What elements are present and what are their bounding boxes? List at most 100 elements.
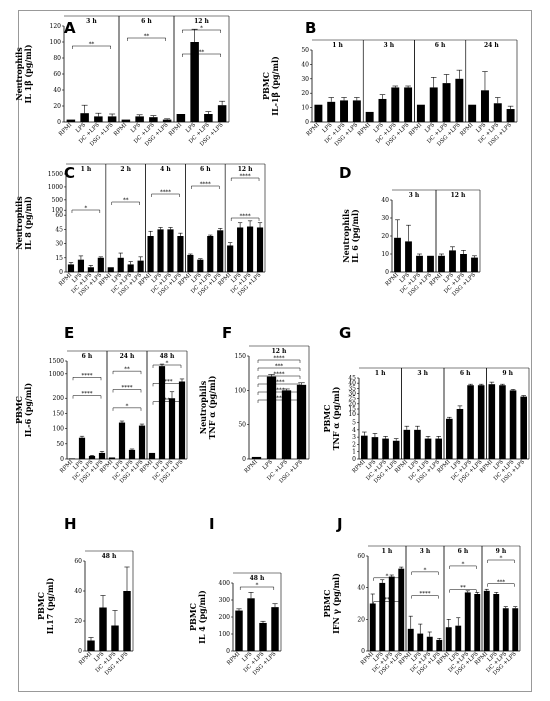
y-axis-label-line: PBMC (36, 592, 46, 620)
bar-E (148, 452, 156, 459)
panel-letter-E: E (64, 324, 74, 342)
bar-I (247, 598, 255, 651)
significance-bracket-A (182, 53, 221, 57)
y-tick-label-I: 100 (219, 631, 231, 638)
y-tick-label-F: 0 (242, 456, 246, 463)
y-tick-label-J: 0 (361, 648, 365, 655)
bar-J (445, 627, 452, 651)
y-tick-label-C: 1500 (48, 171, 63, 178)
bar-B (429, 87, 438, 122)
significance-bracket-J (411, 571, 439, 575)
y-tick-label-G: 0 (352, 456, 356, 463)
y-tick-label-G: 1 (352, 449, 356, 456)
panel-letter-A: A (64, 19, 76, 37)
significance-label-I: * (256, 583, 259, 589)
significance-label-E: **** (122, 385, 133, 391)
group-label-A: 6 h (141, 18, 152, 25)
y-tick-label-D: 0 (385, 269, 389, 276)
y-axis-label-line: IL 6 (pg/ml) (350, 209, 360, 263)
bar-I (235, 610, 243, 651)
y-tick-label-C: 100 (52, 207, 64, 214)
y-tick-label-D: 30 (381, 215, 389, 222)
panel-letter-B: B (305, 19, 316, 37)
bar-B (493, 103, 502, 122)
bar-E (158, 366, 166, 459)
bar-G (371, 437, 379, 459)
significance-label-E: ** (124, 367, 130, 373)
y-axis-label-line: PBMC (14, 396, 24, 424)
significance-label-J: * (500, 556, 503, 562)
significance-label-J: ** (460, 585, 466, 591)
group-label-C: 2 h (120, 166, 131, 173)
panel-E: E PBMCIL-6 (pg/ml) 0 50 100 150 200 1000 1500 6 h… (14, 324, 188, 485)
bar-D (427, 255, 434, 272)
bar-C (107, 267, 114, 272)
significance-bracket-C (191, 185, 220, 189)
bar-I (259, 622, 267, 651)
bar-G (382, 438, 389, 459)
y-tick-label-G: 15 (348, 406, 356, 413)
y-tick-label-C: 30 (55, 241, 63, 248)
significance-label-A: * (200, 26, 203, 32)
bar-G (467, 385, 474, 459)
bar-A (94, 116, 103, 122)
significance-bracket-E (152, 364, 182, 368)
category-label-A: RPMI (113, 122, 128, 137)
y-tick-label-D: 10 (381, 251, 389, 258)
significance-label-F: ** (276, 396, 282, 402)
bar-C (167, 229, 174, 272)
y-tick-label-E: 1000 (49, 371, 64, 378)
group-label-J: 6 h (458, 548, 469, 555)
significance-label-J: * (386, 573, 389, 579)
y-axis-label-line: Neutrophils (341, 209, 351, 263)
bar-B (365, 111, 374, 122)
y-axis-label-line: IL 4 (pg/ml) (197, 590, 207, 644)
y-axis-label-C: NeutrophilsIL 8 (pg/ml) (14, 196, 33, 250)
bar-H (87, 640, 95, 651)
y-tick-label-D: 20 (381, 233, 389, 240)
bar-J (407, 628, 414, 651)
y-tick-label-E: 50 (56, 441, 64, 448)
bar-G (361, 435, 368, 459)
bar-F (251, 456, 262, 459)
significance-label-E: * (126, 403, 129, 409)
y-tick-label-B: 50 (301, 47, 309, 54)
y-tick-label-C: 500 (52, 197, 64, 204)
y-tick-label-G: 3 (352, 434, 356, 441)
bar-C (207, 236, 214, 272)
group-label-E: 48 h (160, 353, 175, 360)
significance-label-A: ** (144, 34, 150, 40)
panel-letter-J: J (336, 515, 343, 533)
significance-label-F: *** (275, 364, 284, 370)
panel-letter-I: I (209, 515, 215, 533)
bar-E (68, 458, 76, 459)
bar-B (442, 83, 451, 122)
y-tick-label-G: 20 (348, 401, 356, 408)
significance-bracket-C (230, 177, 260, 181)
bar-F (296, 384, 307, 459)
y-tick-label-D: 40 (381, 197, 389, 204)
group-label-F: 12 h (272, 348, 287, 355)
bar-J (398, 568, 405, 651)
significance-label-A: ** (199, 50, 205, 56)
bar-D (460, 254, 467, 272)
bar-C (97, 257, 104, 272)
y-tick-label-F: 50 (238, 422, 246, 429)
group-label-B: 3 h (384, 42, 395, 49)
bar-C (246, 226, 254, 272)
group-label-A: 3 h (86, 18, 97, 25)
significance-bracket-E (112, 389, 142, 393)
significance-label-F: **** (274, 372, 285, 378)
bar-G (392, 440, 400, 459)
significance-bracket-J (487, 559, 515, 563)
bar-C (237, 227, 244, 272)
bar-J (426, 636, 433, 651)
bar-A (149, 117, 158, 122)
significance-bracket-A (127, 37, 166, 41)
bar-J (436, 639, 443, 651)
